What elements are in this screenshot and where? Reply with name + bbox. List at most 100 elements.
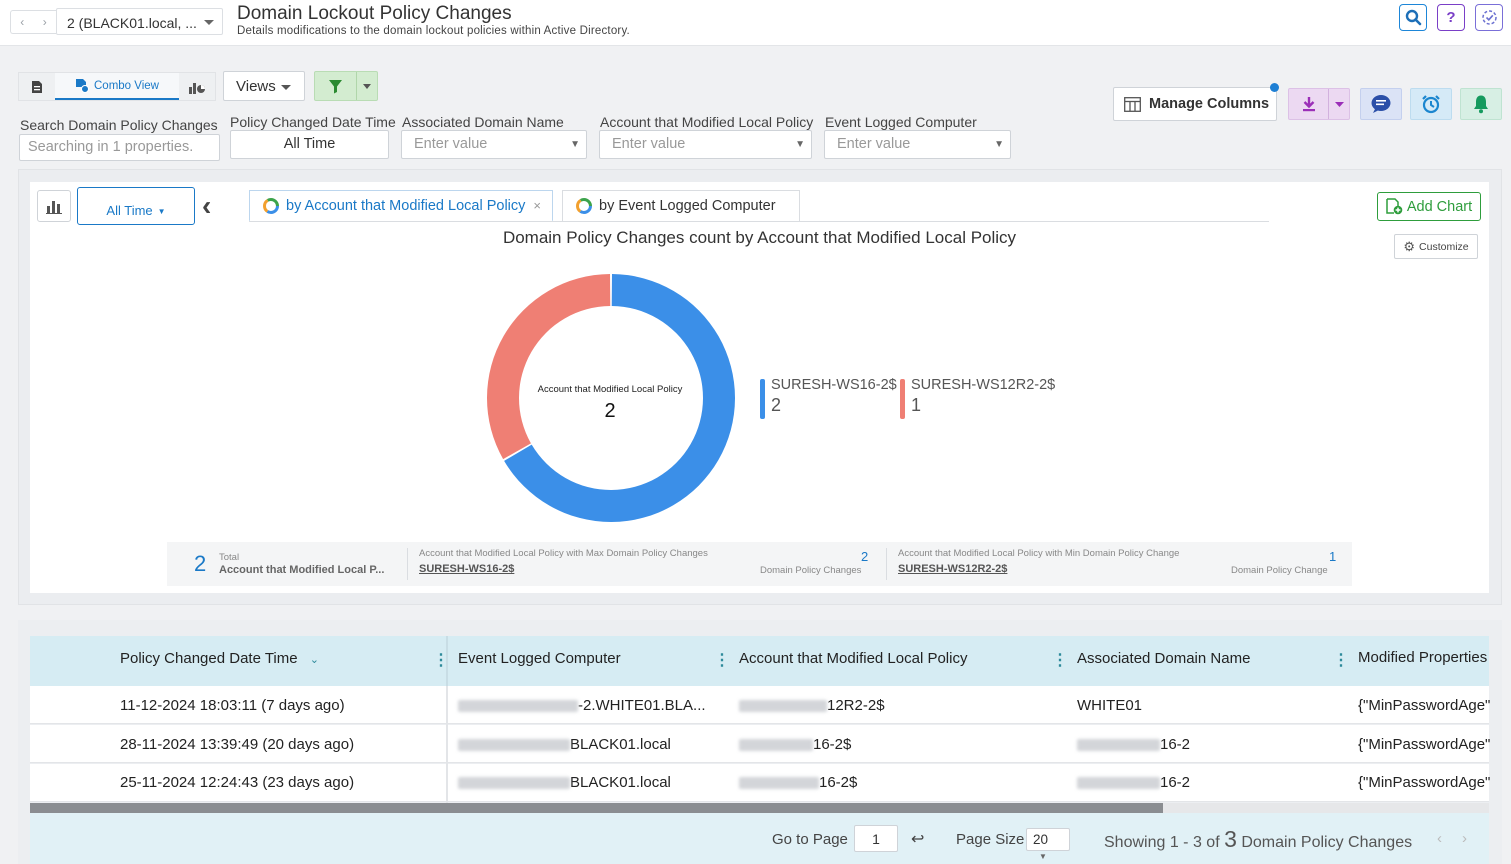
goto-page-label: Go to Page	[772, 831, 848, 848]
column-menu-icon[interactable]: ⋮	[433, 652, 449, 669]
download-icon[interactable]	[1289, 89, 1329, 119]
cell-computer: -2.WHITE01.BLA...	[458, 697, 706, 714]
donut-chart	[485, 272, 737, 524]
domain-selector[interactable]: 2 (BLACK01.local, ...	[56, 8, 223, 35]
chevron-left-icon[interactable]: ‹	[202, 190, 212, 221]
page-size-value: 20	[1033, 832, 1049, 847]
message-icon[interactable]	[1360, 88, 1402, 120]
cell-domain: 16-2	[1077, 736, 1190, 753]
bar-chart-icon[interactable]	[37, 190, 71, 222]
top-bar	[0, 0, 1511, 46]
showing-of: of	[1206, 834, 1220, 851]
page-number-input[interactable]: 1	[854, 825, 898, 852]
period-value: All Time	[106, 203, 153, 218]
search-icon[interactable]	[1399, 4, 1427, 31]
column-header-date[interactable]: Policy Changed Date Time ⌄	[120, 650, 319, 667]
column-menu-icon[interactable]: ⋮	[1333, 652, 1349, 669]
filter-dropdown-icon[interactable]	[357, 72, 377, 100]
redacted-text	[1077, 777, 1160, 790]
add-chart-button[interactable]: Add Chart	[1377, 192, 1481, 221]
chart-panel	[30, 182, 1489, 593]
sort-chevron-icon[interactable]: ⌄	[309, 654, 319, 666]
summary-total-label: Account that Modified Local P...	[219, 564, 385, 576]
table-header	[30, 636, 1489, 686]
column-header-properties[interactable]: Modified Properties	[1358, 649, 1488, 666]
chevron-down-icon	[281, 85, 291, 90]
date-filter-label: Policy Changed Date Time	[230, 114, 396, 130]
enter-icon[interactable]: ↩	[911, 831, 925, 848]
export-button[interactable]	[1288, 88, 1350, 120]
combo-view-icon	[76, 79, 89, 93]
date-filter-field[interactable]: All Time	[230, 130, 389, 159]
donut-chart-icon	[576, 198, 592, 214]
divider	[407, 548, 408, 580]
tab-combo-view[interactable]: Combo View	[55, 73, 179, 100]
summary-max-link[interactable]: SURESH-WS16-2$	[419, 563, 515, 575]
tab-by-account[interactable]: by Account that Modified Local Policy ×	[249, 190, 553, 222]
cell-date: 25-11-2024 12:24:43 (23 days ago)	[120, 774, 355, 791]
views-dropdown[interactable]: Views	[223, 71, 305, 101]
showing-noun: Domain Policy Changes	[1241, 834, 1413, 851]
alarm-clock-icon[interactable]	[1410, 88, 1452, 120]
scrollbar-thumb[interactable]	[30, 803, 1163, 813]
domain-selector-value: 2 (BLACK01.local, ...	[67, 15, 197, 31]
prev-page-icon[interactable]: ‹	[1437, 830, 1442, 847]
forward-arrow-icon[interactable]: ›	[42, 15, 47, 29]
horizontal-scrollbar[interactable]	[30, 803, 1489, 813]
chevron-down-icon	[204, 20, 214, 25]
cell-computer: BLACK01.local	[458, 736, 671, 753]
column-separator	[446, 686, 448, 803]
next-page-icon[interactable]: ›	[1462, 830, 1467, 847]
summary-total-small: Total	[219, 552, 240, 563]
domain-filter-placeholder: Enter value	[414, 136, 488, 152]
back-arrow-icon[interactable]: ‹	[20, 15, 25, 29]
legend-item[interactable]: SURESH-WS12R2-2$ 1	[900, 377, 1055, 419]
computer-filter-field[interactable]: Enter value ▼	[824, 130, 1011, 159]
manage-columns-button[interactable]: Manage Columns	[1113, 87, 1277, 121]
tab-by-account-label: by Account that Modified Local Policy	[286, 197, 526, 214]
filter-icon[interactable]	[315, 72, 357, 100]
domain-filter-field[interactable]: Enter value ▼	[401, 130, 587, 159]
cell-account: 16-2$	[739, 774, 857, 791]
add-chart-label: Add Chart	[1406, 198, 1473, 215]
redacted-text	[458, 777, 570, 790]
close-icon[interactable]: ×	[533, 198, 541, 213]
account-filter-field[interactable]: Enter value ▼	[599, 130, 812, 159]
page-size-select[interactable]: 20 ▼	[1026, 828, 1070, 861]
chevron-down-icon: ▼	[570, 139, 580, 150]
filter-button[interactable]	[314, 71, 378, 101]
legend-item[interactable]: SURESH-WS16-2$ 2	[760, 377, 897, 419]
cell-computer-text: BLACK01.local	[570, 774, 671, 791]
chevron-down-icon: ▼	[795, 139, 805, 150]
redacted-text	[458, 700, 578, 713]
period-selector[interactable]: All Time ▼	[77, 187, 195, 225]
bell-icon[interactable]	[1460, 88, 1502, 120]
summary-min-link[interactable]: SURESH-WS12R2-2$	[898, 563, 1008, 575]
showing-text: Showing 1 - 3 of 3 Domain Policy Changes	[1104, 826, 1412, 853]
history-nav: ‹ ›	[10, 10, 56, 34]
legend-label: SURESH-WS12R2-2$	[911, 377, 1056, 393]
tab-by-computer[interactable]: by Event Logged Computer	[562, 190, 800, 222]
column-header-computer[interactable]: Event Logged Computer	[458, 650, 621, 667]
page-subtitle: Details modifications to the domain lock…	[237, 25, 630, 37]
column-menu-icon[interactable]: ⋮	[1052, 652, 1068, 669]
activity-icon[interactable]	[1475, 4, 1503, 31]
column-menu-icon[interactable]: ⋮	[714, 652, 730, 669]
cell-account-text: 16-2$	[813, 736, 852, 753]
combo-view-label: Combo View	[94, 79, 159, 92]
showing-range: 1 - 3	[1169, 834, 1202, 851]
tab-chart-view[interactable]	[179, 73, 215, 100]
document-icon	[32, 80, 42, 93]
column-header-account[interactable]: Account that Modified Local Policy	[739, 650, 968, 667]
donut-center-label: Account that Modified Local Policy	[537, 384, 683, 395]
column-header-domain[interactable]: Associated Domain Name	[1077, 650, 1251, 667]
tab-report-view[interactable]	[19, 73, 55, 100]
summary-strip	[167, 542, 1352, 586]
donut-slice-1[interactable]	[487, 274, 611, 460]
search-input[interactable]: Searching in 1 properties.	[19, 134, 220, 161]
account-filter-label: Account that Modified Local Policy	[600, 114, 814, 130]
column-header-label: Policy Changed Date Time	[120, 650, 298, 667]
help-icon[interactable]: ?	[1437, 4, 1465, 31]
customize-button[interactable]: ⚙ Customize	[1394, 234, 1478, 259]
export-dropdown-icon[interactable]	[1329, 89, 1349, 119]
